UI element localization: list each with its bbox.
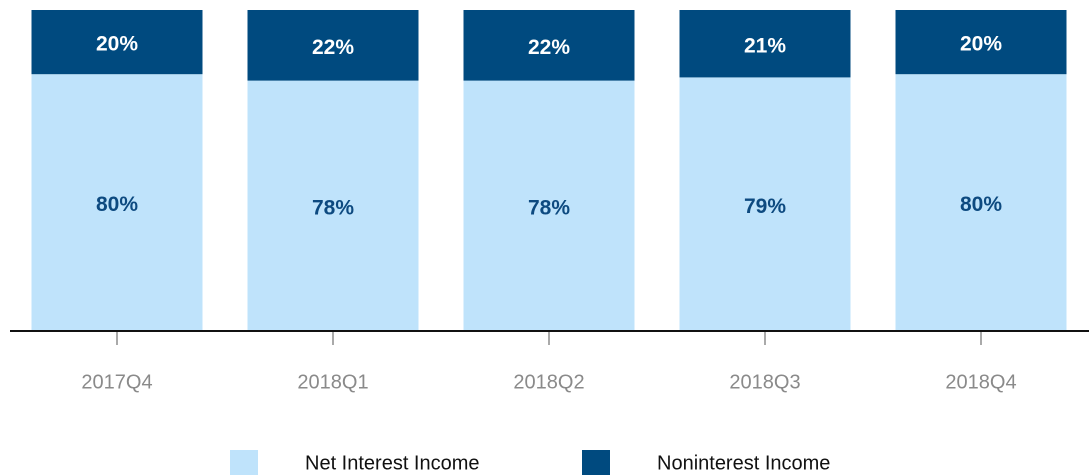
value-label: 22%	[312, 36, 354, 59]
value-label: 80%	[960, 193, 1002, 216]
x-tick-label: 2018Q3	[729, 371, 800, 393]
bar-segment	[463, 80, 635, 332]
x-tick-label: 2018Q1	[297, 371, 368, 393]
bar-segment	[31, 74, 203, 331]
bar-segment	[247, 10, 419, 81]
value-label: 80%	[96, 193, 138, 216]
legend-swatch	[582, 450, 610, 475]
value-label: 79%	[744, 195, 786, 218]
legend-label: Noninterest Income	[657, 452, 830, 474]
bar-segment	[463, 10, 635, 81]
value-label: 78%	[528, 196, 570, 219]
legend-swatch	[230, 450, 258, 475]
value-label: 78%	[312, 196, 354, 219]
bar-segment	[895, 74, 1067, 331]
bar-segment	[31, 10, 203, 75]
x-tick-label: 2018Q2	[513, 371, 584, 393]
legend-label: Net Interest Income	[305, 452, 480, 474]
value-label: 21%	[744, 34, 786, 57]
bar-segment	[679, 77, 851, 331]
value-label: 22%	[528, 36, 570, 59]
bar-segment	[247, 80, 419, 332]
value-label: 20%	[960, 33, 1002, 56]
x-tick-label: 2018Q4	[945, 371, 1016, 393]
value-label: 20%	[96, 33, 138, 56]
x-tick-label: 2017Q4	[81, 371, 152, 393]
bar-segment	[895, 10, 1067, 75]
bar-segment	[679, 10, 851, 78]
